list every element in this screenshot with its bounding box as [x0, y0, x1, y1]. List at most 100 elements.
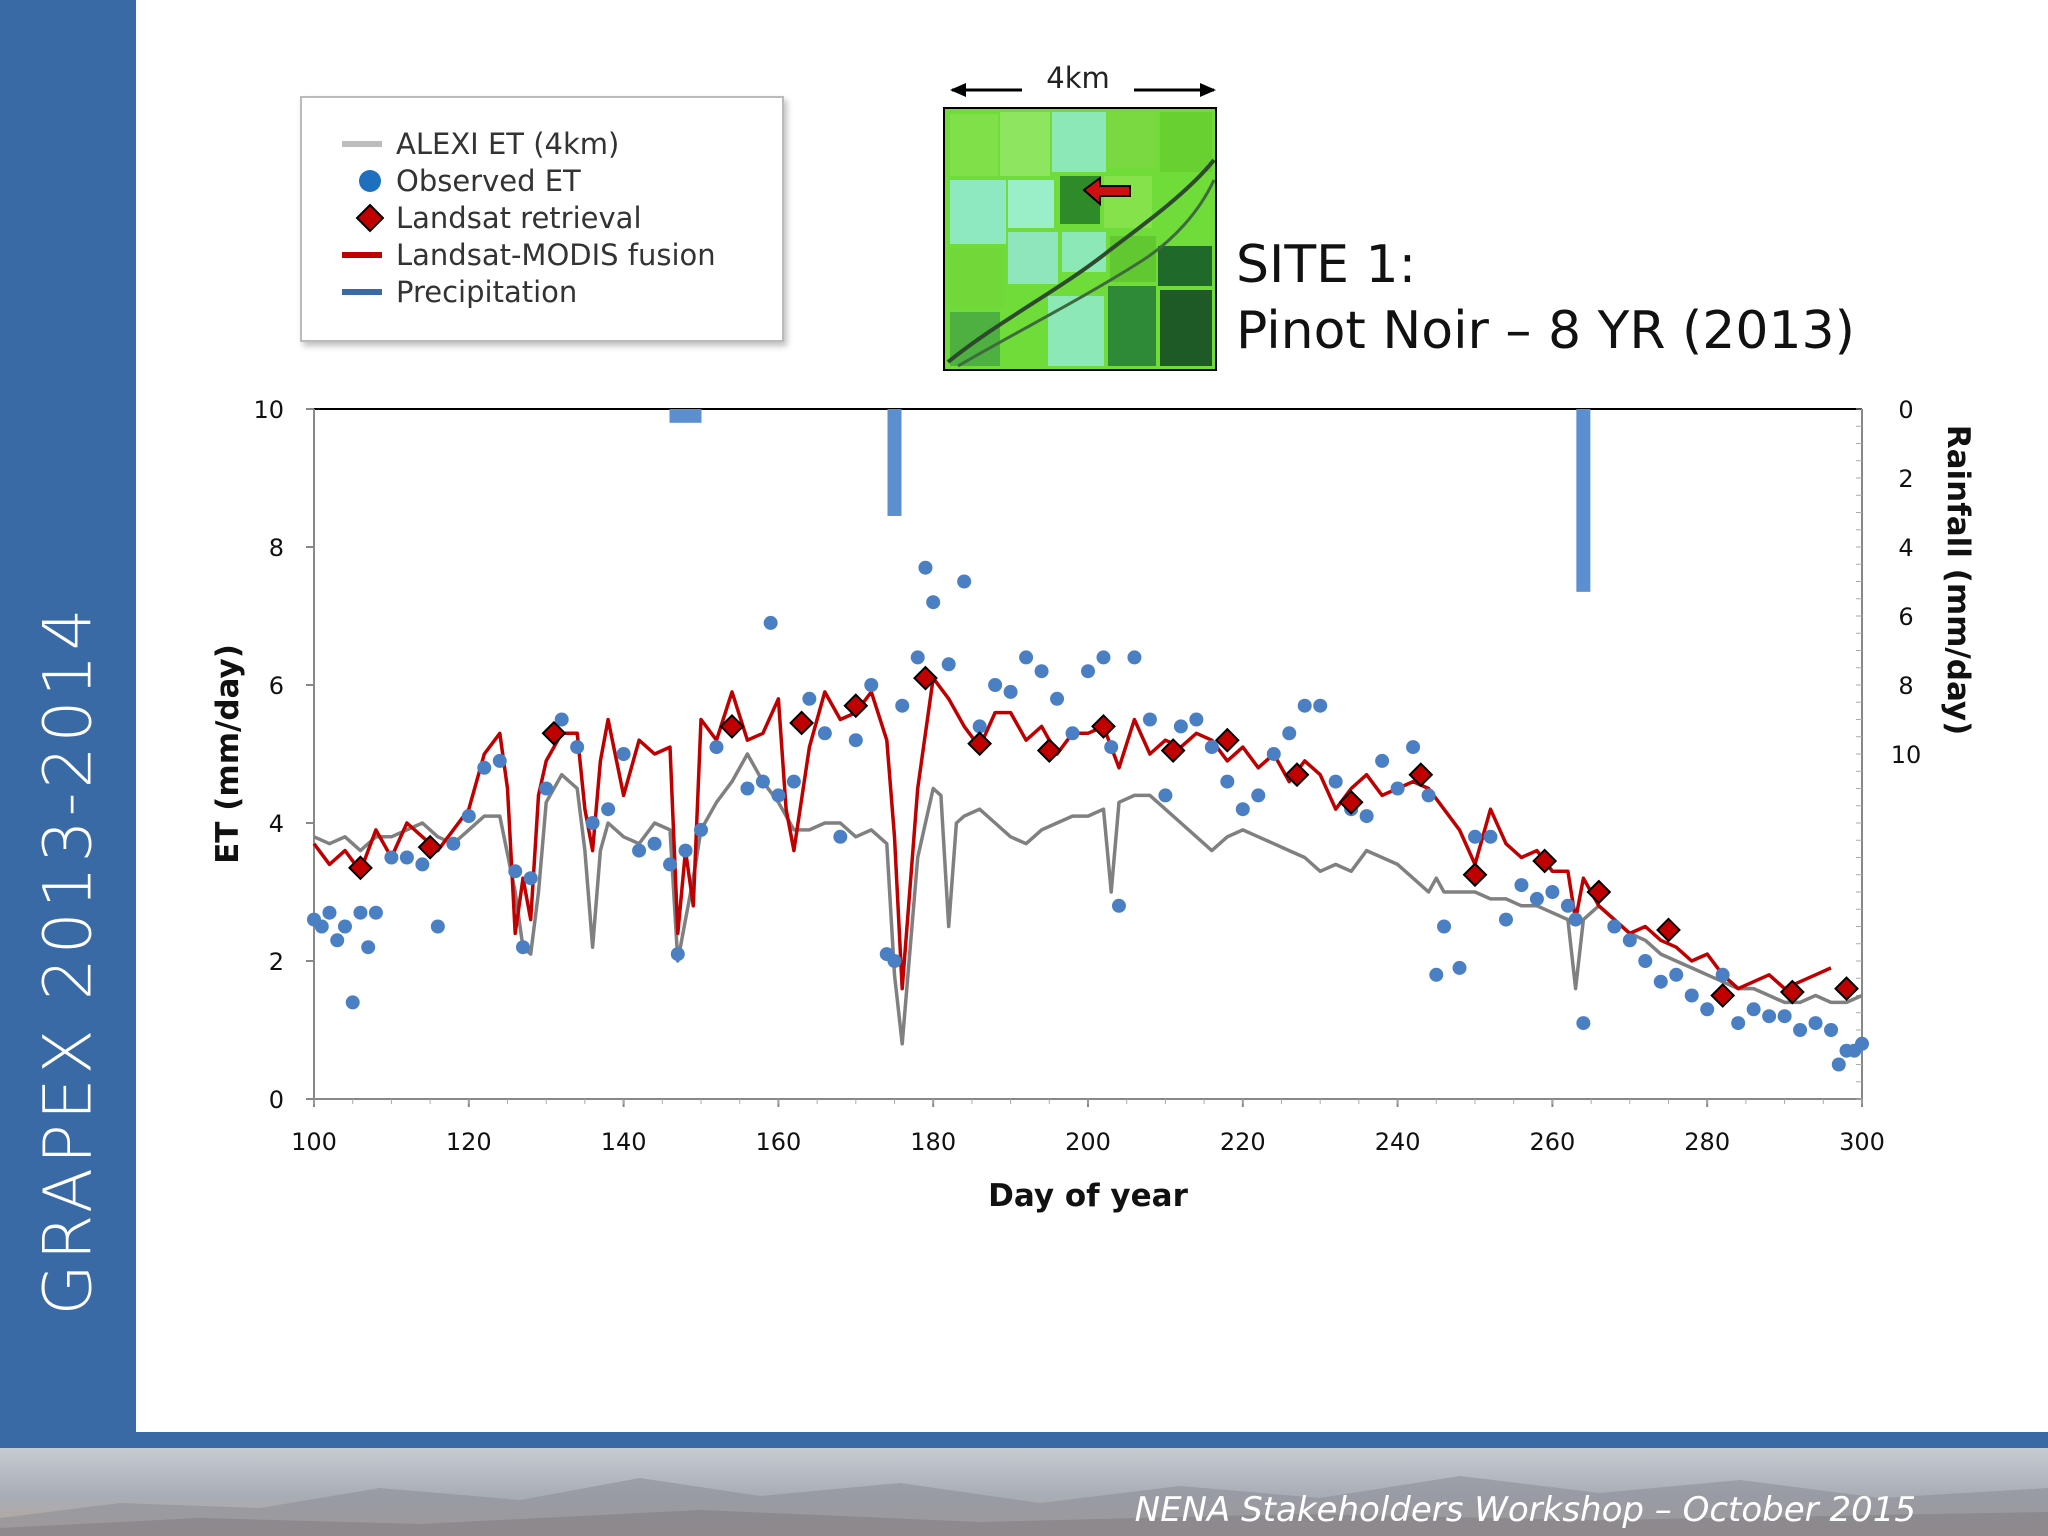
observed-et-point: [1746, 1002, 1761, 1017]
landsat-retrieval-diamond: [1160, 738, 1186, 763]
observed-et-point: [1498, 912, 1513, 927]
legend-label: Observed ET: [396, 164, 581, 198]
observed-et-point: [1406, 740, 1421, 755]
observed-et-point: [786, 774, 801, 789]
footer-text: NENA Stakeholders Workshop – October 201…: [1134, 1490, 1916, 1530]
observed-et-point: [384, 850, 399, 865]
observed-et-point: [1700, 1002, 1715, 1017]
landsat-retrieval-diamond: [1214, 727, 1240, 753]
x-tick-label: 160: [755, 1128, 801, 1156]
diamond-icon: [355, 203, 384, 233]
observed-et-point: [1050, 691, 1065, 706]
et-chart: 4km 100 120 140 160 180 200 220 240 260: [210, 61, 1976, 1214]
landsat-retrieval-diamond: [1284, 762, 1310, 788]
satellite-map-inset: [943, 107, 1217, 371]
observed-et-point: [670, 947, 685, 962]
site-title: SITE 1: Pinot Noir – 8 YR (2013): [1236, 232, 1855, 364]
observed-et-point: [399, 850, 414, 865]
observed-et-point: [1142, 712, 1157, 727]
alexi-et-line: [313, 752, 1863, 1046]
observed-et-point: [1638, 954, 1653, 968]
landsat-retrieval-diamond: [1091, 713, 1116, 739]
observed-et-point: [570, 740, 585, 755]
legend-label: Landsat-MODIS fusion: [396, 238, 716, 272]
observed-et-point: [492, 753, 507, 768]
x-tick-label: 120: [446, 1128, 492, 1156]
observed-et-point: [1282, 726, 1297, 741]
observed-et-point: [601, 802, 616, 817]
plot-area: [313, 408, 1863, 1100]
observed-points: [307, 560, 1869, 1072]
observed-et-point: [848, 733, 863, 748]
observed-et-point: [430, 919, 445, 934]
observed-et-point: [1715, 967, 1730, 982]
observed-et-point: [1429, 967, 1444, 982]
y2-tick-label: 6: [1898, 603, 1913, 631]
observed-et-point: [1189, 712, 1204, 727]
legend-label: Landsat retrieval: [396, 201, 642, 235]
landsat-retrieval-diamond: [417, 834, 443, 860]
line-swatch-icon: [342, 252, 382, 258]
observed-et-point: [1622, 933, 1637, 948]
observed-et-point: [833, 829, 848, 844]
observed-et-point: [1235, 802, 1250, 817]
observed-et-point: [941, 657, 956, 672]
legend-label: Precipitation: [396, 275, 578, 309]
series-lines: [312, 676, 1863, 1046]
observed-et-point: [330, 933, 345, 948]
landsat-retrieval-diamond: [1462, 862, 1488, 888]
observed-et-point: [1127, 650, 1142, 665]
landsat-retrieval-diamond: [1834, 976, 1859, 1002]
observed-et-point: [895, 698, 910, 713]
x-axis-title: Day of year: [988, 1178, 1188, 1214]
y2-tick-label: 4: [1898, 534, 1913, 562]
landsat-retrieval-diamond: [1586, 879, 1612, 905]
observed-et-point: [1359, 809, 1374, 824]
observed-et-point: [1096, 650, 1111, 665]
landsat-retrieval-diamond: [913, 665, 938, 691]
observed-et-point: [1793, 1023, 1808, 1037]
observed-et-point: [926, 595, 941, 610]
y2-tick-label: 2: [1898, 465, 1913, 493]
observed-et-point: [314, 919, 329, 934]
observed-et-point: [345, 995, 360, 1010]
y2-tick-label: 10: [1891, 741, 1922, 769]
observed-et-point: [864, 678, 879, 692]
observed-et-point: [1483, 829, 1498, 844]
observed-et-point: [632, 843, 647, 858]
y-tick-label: 4: [269, 810, 284, 838]
observed-et-point: [1081, 664, 1095, 679]
observed-et-point: [523, 871, 538, 886]
observed-et-point: [368, 905, 383, 920]
line-swatch-icon: [342, 289, 382, 295]
arrow-left-icon: [950, 83, 966, 97]
scale-bar: 4km: [950, 61, 1216, 97]
observed-et-point: [887, 954, 902, 968]
observed-et-point: [322, 905, 337, 920]
sidebar: GRAPEX 2013-2014: [0, 0, 136, 1432]
observed-et-point: [1065, 726, 1080, 741]
observed-et-point: [1855, 1036, 1869, 1051]
observed-et-point: [361, 940, 376, 955]
footer-rule: [0, 1432, 2048, 1448]
observed-et-point: [1019, 650, 1034, 665]
y-axis-title: ET (mm/day): [210, 644, 246, 864]
landsat-retrieval-diamond: [1036, 738, 1062, 763]
observed-et-point: [1220, 774, 1235, 789]
y-tick-label: 0: [269, 1086, 284, 1114]
observed-et-point: [585, 816, 600, 830]
site-marker-arrow-icon: [1082, 176, 1131, 207]
precipitation-bars: [669, 409, 1591, 592]
x-tick-label: 220: [1220, 1128, 1266, 1156]
observed-et-point: [1568, 912, 1583, 927]
observed-et-point: [663, 857, 678, 872]
x-tick-label: 260: [1529, 1128, 1575, 1156]
observed-et-point: [1375, 753, 1390, 768]
y-tick-label: 10: [253, 396, 284, 424]
observed-et-point: [755, 774, 770, 789]
observed-et-point: [1762, 1009, 1777, 1024]
footer-mountain-band: [0, 1448, 2048, 1536]
y2-tick-label: 8: [1898, 672, 1913, 700]
observed-et-point: [647, 836, 662, 851]
arrow-right-icon: [1200, 83, 1216, 97]
